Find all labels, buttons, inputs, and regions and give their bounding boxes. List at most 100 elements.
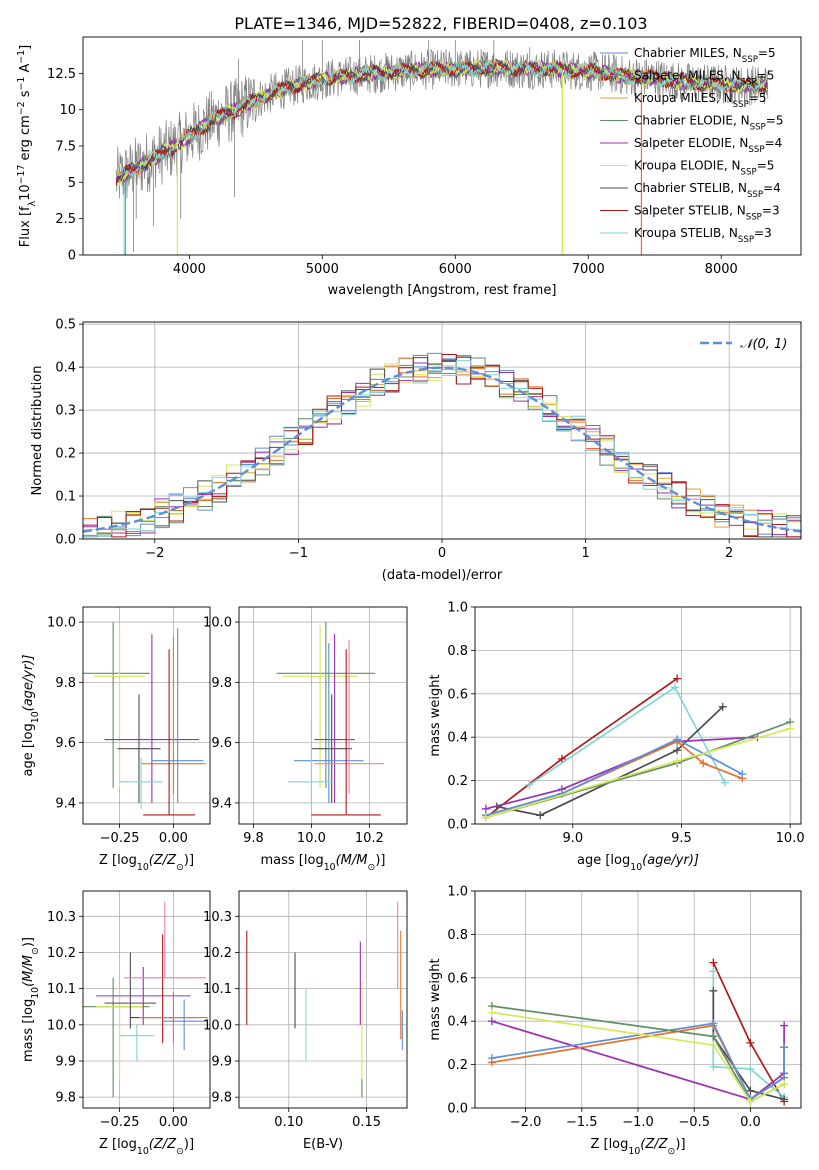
y-tick-label: 1.0 <box>447 601 468 616</box>
weight-marker <box>746 1086 755 1095</box>
weight-marker <box>709 1062 718 1071</box>
x-axis-label: Z [log10(Z/Z⊙)] <box>590 1137 685 1157</box>
weight-marker <box>673 735 682 744</box>
x-tick-label: 8000 <box>705 262 738 277</box>
y-tick-label: 0.0 <box>447 1102 468 1117</box>
weight-marker <box>487 1054 496 1063</box>
y-tick-label: 10.2 <box>47 946 76 961</box>
y-tick-label: 10.1 <box>47 982 76 997</box>
weight-series-line <box>528 686 726 786</box>
weight-marker <box>738 770 747 779</box>
y-axis-label: mass weight <box>428 674 443 756</box>
axes-frame <box>474 890 802 1109</box>
axes-frame <box>82 321 802 540</box>
y-axis-label: mass [log10(M/M⊙)] <box>21 937 41 1062</box>
plot-area <box>276 622 384 816</box>
residuals-panel: −2 −1 0 1 2 0.0 0.1 0.2 0.3 0.4 0.5 𝒩(0, 1) (data-mo… <box>30 318 802 583</box>
weight-marker <box>673 674 682 683</box>
y-tick-label: 10.2 <box>203 946 232 961</box>
x-axis-label: wavelength [Angstrom, rest frame] <box>328 283 557 298</box>
weight-marker <box>746 1038 755 1047</box>
weight-marker <box>673 746 682 755</box>
weight-marker <box>746 1097 755 1106</box>
y-tick-label: 0.2 <box>447 1058 468 1073</box>
y-axis-label: mass weight <box>428 958 443 1040</box>
x-tick-label: 0.15 <box>352 1115 381 1130</box>
y-tick-label: 10.1 <box>203 982 232 997</box>
x-tick-label: −2 <box>145 546 164 561</box>
axes-frame <box>82 36 802 256</box>
axes-frame <box>238 890 408 1109</box>
weight-marker <box>780 1043 789 1052</box>
weight-series-line <box>496 706 724 817</box>
plot-area <box>83 901 208 1098</box>
weight-marker <box>786 724 795 733</box>
y-tick-label: 0.5 <box>55 318 76 333</box>
x-tick-label: −1.5 <box>566 1115 598 1130</box>
x-tick-label: 2 <box>725 546 733 561</box>
weight-marker <box>709 1041 718 1050</box>
mass-vs-ebv-panel: 0.10 0.15 9.8 9.9 10.0 10.1 10.2 10.3 E(B-V) <box>203 890 408 1152</box>
model-spectrum-line <box>115 59 768 187</box>
y-tick-label: 9.8 <box>211 1091 232 1106</box>
weight-series-line <box>485 736 758 810</box>
y-tick-label: 9.6 <box>55 736 76 751</box>
weight-marker <box>709 1032 718 1041</box>
plot-area <box>115 39 769 255</box>
x-tick-label: 0.0 <box>740 1115 761 1130</box>
legend-label: Chabrier ELODIE, NSSP=5 <box>634 114 783 133</box>
y-tick-label: 0.4 <box>447 1015 468 1030</box>
x-tick-label: 10.2 <box>355 831 384 846</box>
x-tick-label: 1 <box>581 546 589 561</box>
x-axis-label: Z [log10(Z/Z⊙)] <box>99 1137 194 1157</box>
x-tick-label: 6000 <box>439 262 472 277</box>
weight-series-line <box>491 1011 785 1103</box>
y-tick-label: 0.1 <box>55 490 76 505</box>
weight-marker <box>720 778 729 787</box>
y-tick-label: 10.0 <box>203 1018 232 1033</box>
y-tick-label: 12.5 <box>47 67 76 82</box>
weight-marker <box>487 1017 496 1026</box>
y-tick-label: 0.3 <box>55 404 76 419</box>
y-tick-label: 10.0 <box>203 616 232 631</box>
axes-frame <box>238 606 408 825</box>
legend-label: Kroupa STELIB, NSSP=3 <box>634 226 772 245</box>
x-tick-label: −0.25 <box>100 831 140 846</box>
plot-area <box>246 901 403 1098</box>
axes-frame <box>82 890 211 1109</box>
y-tick-label: 9.9 <box>211 1054 232 1069</box>
y-tick-label: 0.0 <box>55 533 76 548</box>
plot-area <box>83 352 801 538</box>
y-axis-label: age [log10(age/yr)] <box>21 655 41 777</box>
weight-marker <box>780 1095 789 1104</box>
axes-frame <box>82 606 211 825</box>
weight-marker <box>670 683 679 692</box>
y-tick-label: 0.4 <box>447 731 468 746</box>
y-tick-label: 0.8 <box>447 928 468 943</box>
x-tick-label: 0.00 <box>159 1115 188 1130</box>
weight-marker <box>525 780 534 789</box>
weight-series-line <box>485 677 678 819</box>
y-tick-label: 9.9 <box>55 1054 76 1069</box>
y-tick-label: 5 <box>68 176 76 191</box>
y-tick-label: 9.8 <box>55 1091 76 1106</box>
legend-label: Kroupa ELODIE, NSSP=5 <box>634 159 774 178</box>
y-tick-label: 9.6 <box>211 736 232 751</box>
weight-marker <box>780 1021 789 1030</box>
x-axis-label: mass [log10(M/M⊙)] <box>261 853 386 873</box>
weight-marker <box>780 1080 789 1089</box>
age-vs-mass-panel: 9.8 10.0 10.2 9.4 9.6 9.8 10.0 mass [log10(M/M⊙… <box>203 606 408 873</box>
legend-label: Salpeter STELIB, NSSP=3 <box>634 204 780 223</box>
axes-frame <box>474 606 802 825</box>
y-tick-label: 0.2 <box>55 447 76 462</box>
plot-area <box>481 674 795 822</box>
y-tick-label: 10.3 <box>47 910 76 925</box>
legend-label: Chabrier MILES, NSSP=5 <box>634 46 776 65</box>
y-tick-label: 7.5 <box>55 140 76 155</box>
x-tick-label: 0 <box>438 546 446 561</box>
y-tick-label: 0.6 <box>447 971 468 986</box>
legend-label: 𝒩(0, 1) <box>740 337 787 352</box>
weight-marker <box>673 757 682 766</box>
y-tick-label: 0.4 <box>55 361 76 376</box>
